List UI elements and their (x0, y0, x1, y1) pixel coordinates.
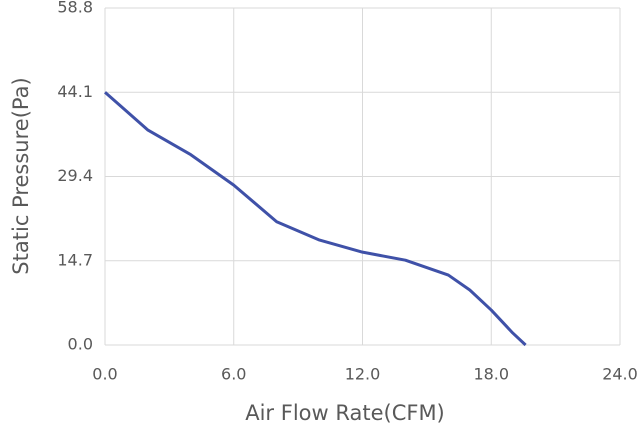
y-tick-label: 58.8 (57, 0, 93, 17)
data-line (104, 91, 527, 347)
x-axis-title: Air Flow Rate(CFM) (245, 401, 445, 425)
x-tick-label: 12.0 (345, 365, 381, 384)
y-tick-label: 14.7 (57, 250, 93, 269)
x-tick-label: 0.0 (92, 365, 117, 384)
y-tick-label: 29.4 (57, 166, 93, 185)
x-tick-label: 6.0 (221, 365, 246, 384)
y-axis-title: Static Pressure(Pa) (9, 77, 33, 274)
y-tick-label: 0.0 (68, 335, 93, 354)
x-tick-label: 18.0 (473, 365, 509, 384)
x-tick-label: 24.0 (602, 365, 638, 384)
y-tick-label: 44.1 (57, 82, 93, 101)
